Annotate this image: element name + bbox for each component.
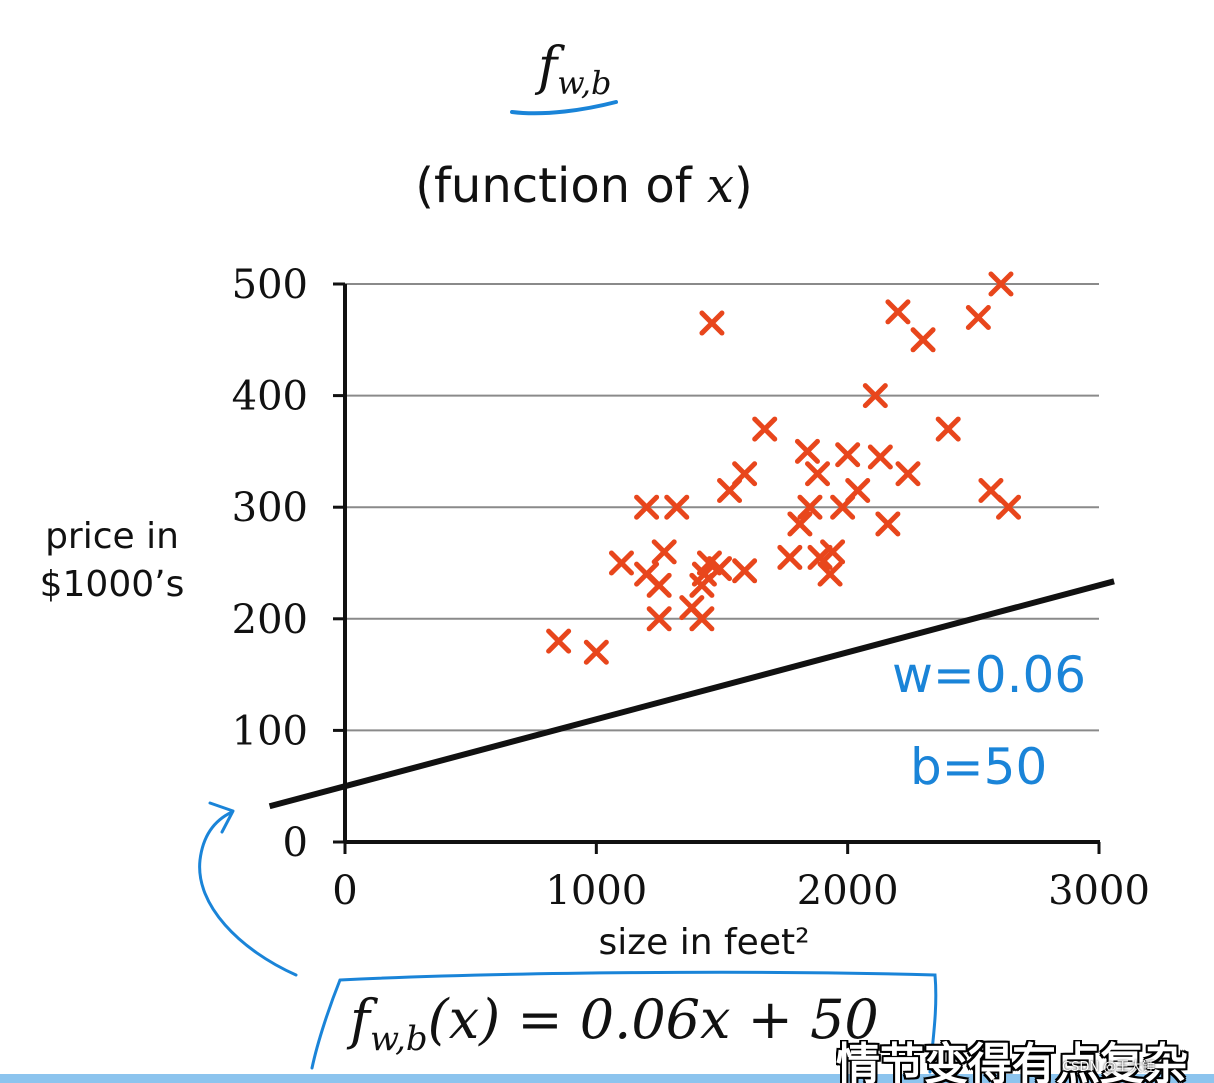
x-tick-label: 0 bbox=[332, 868, 357, 914]
data-point bbox=[965, 304, 991, 330]
data-point bbox=[805, 461, 831, 487]
data-point bbox=[664, 494, 690, 520]
data-points bbox=[546, 271, 1022, 665]
gridlines bbox=[345, 283, 1099, 732]
y-tick-label: 200 bbox=[232, 597, 308, 643]
y-tick-label: 0 bbox=[283, 820, 308, 866]
arrow-head-icon bbox=[208, 801, 235, 834]
data-point bbox=[867, 444, 893, 470]
data-point bbox=[646, 572, 672, 598]
arrow-annotation bbox=[198, 810, 298, 977]
bottom-strip bbox=[0, 1074, 1214, 1083]
y-axis-label-line1: price in bbox=[45, 516, 179, 557]
data-point bbox=[608, 550, 634, 576]
model-symbol-sub: w,b bbox=[557, 64, 611, 102]
data-point bbox=[910, 327, 936, 353]
subtitle-overlay: 情节变得有点复杂 bbox=[836, 1040, 1188, 1083]
watermark: CSDN @王大锤 bbox=[1062, 1060, 1156, 1075]
data-point bbox=[875, 511, 901, 537]
data-point bbox=[706, 556, 732, 582]
data-point bbox=[817, 561, 843, 587]
y-ticks: 0 100 200 300 400 500 bbox=[232, 262, 345, 866]
data-point bbox=[732, 558, 758, 584]
model-symbol: fw,b bbox=[534, 37, 612, 102]
data-point bbox=[885, 299, 911, 325]
y-tick-label: 300 bbox=[232, 485, 308, 531]
x-axis-label: size in feet² bbox=[598, 922, 809, 963]
data-point bbox=[794, 438, 820, 464]
data-point bbox=[777, 544, 803, 570]
x-tick-label: 1000 bbox=[545, 868, 647, 914]
data-point bbox=[845, 477, 871, 503]
data-point bbox=[546, 628, 572, 654]
model-line bbox=[268, 578, 1115, 810]
data-point bbox=[689, 606, 715, 632]
data-point bbox=[988, 271, 1014, 297]
data-point bbox=[583, 639, 609, 665]
data-point bbox=[862, 383, 888, 409]
data-point bbox=[699, 310, 725, 336]
data-point bbox=[835, 442, 861, 468]
equation-box bbox=[310, 970, 938, 1074]
data-point bbox=[634, 494, 660, 520]
data-point bbox=[895, 461, 921, 487]
function-caption: (function of x) bbox=[415, 158, 752, 214]
underline-annotation bbox=[510, 100, 618, 116]
y-axis-label-line2: $1000’s bbox=[40, 564, 185, 605]
y-tick-label: 500 bbox=[232, 262, 308, 308]
data-point bbox=[787, 511, 813, 537]
x-tick-label: 2000 bbox=[797, 868, 899, 914]
b-annotation: b=50 bbox=[910, 738, 1047, 796]
y-tick-label: 100 bbox=[232, 708, 308, 754]
data-point bbox=[752, 416, 778, 442]
data-point bbox=[820, 539, 846, 565]
data-point bbox=[807, 544, 833, 570]
equation: fw,b(x) = 0.06x + 50 bbox=[346, 988, 879, 1059]
data-point bbox=[646, 606, 672, 632]
y-tick-label: 400 bbox=[232, 374, 308, 420]
w-annotation: w=0.06 bbox=[892, 646, 1086, 704]
data-point bbox=[797, 494, 823, 520]
data-point bbox=[732, 461, 758, 487]
x-ticks: 0 1000 2000 3000 bbox=[332, 842, 1150, 914]
data-point bbox=[996, 494, 1022, 520]
x-tick-label: 3000 bbox=[1048, 868, 1150, 914]
data-point bbox=[651, 539, 677, 565]
data-point bbox=[935, 416, 961, 442]
